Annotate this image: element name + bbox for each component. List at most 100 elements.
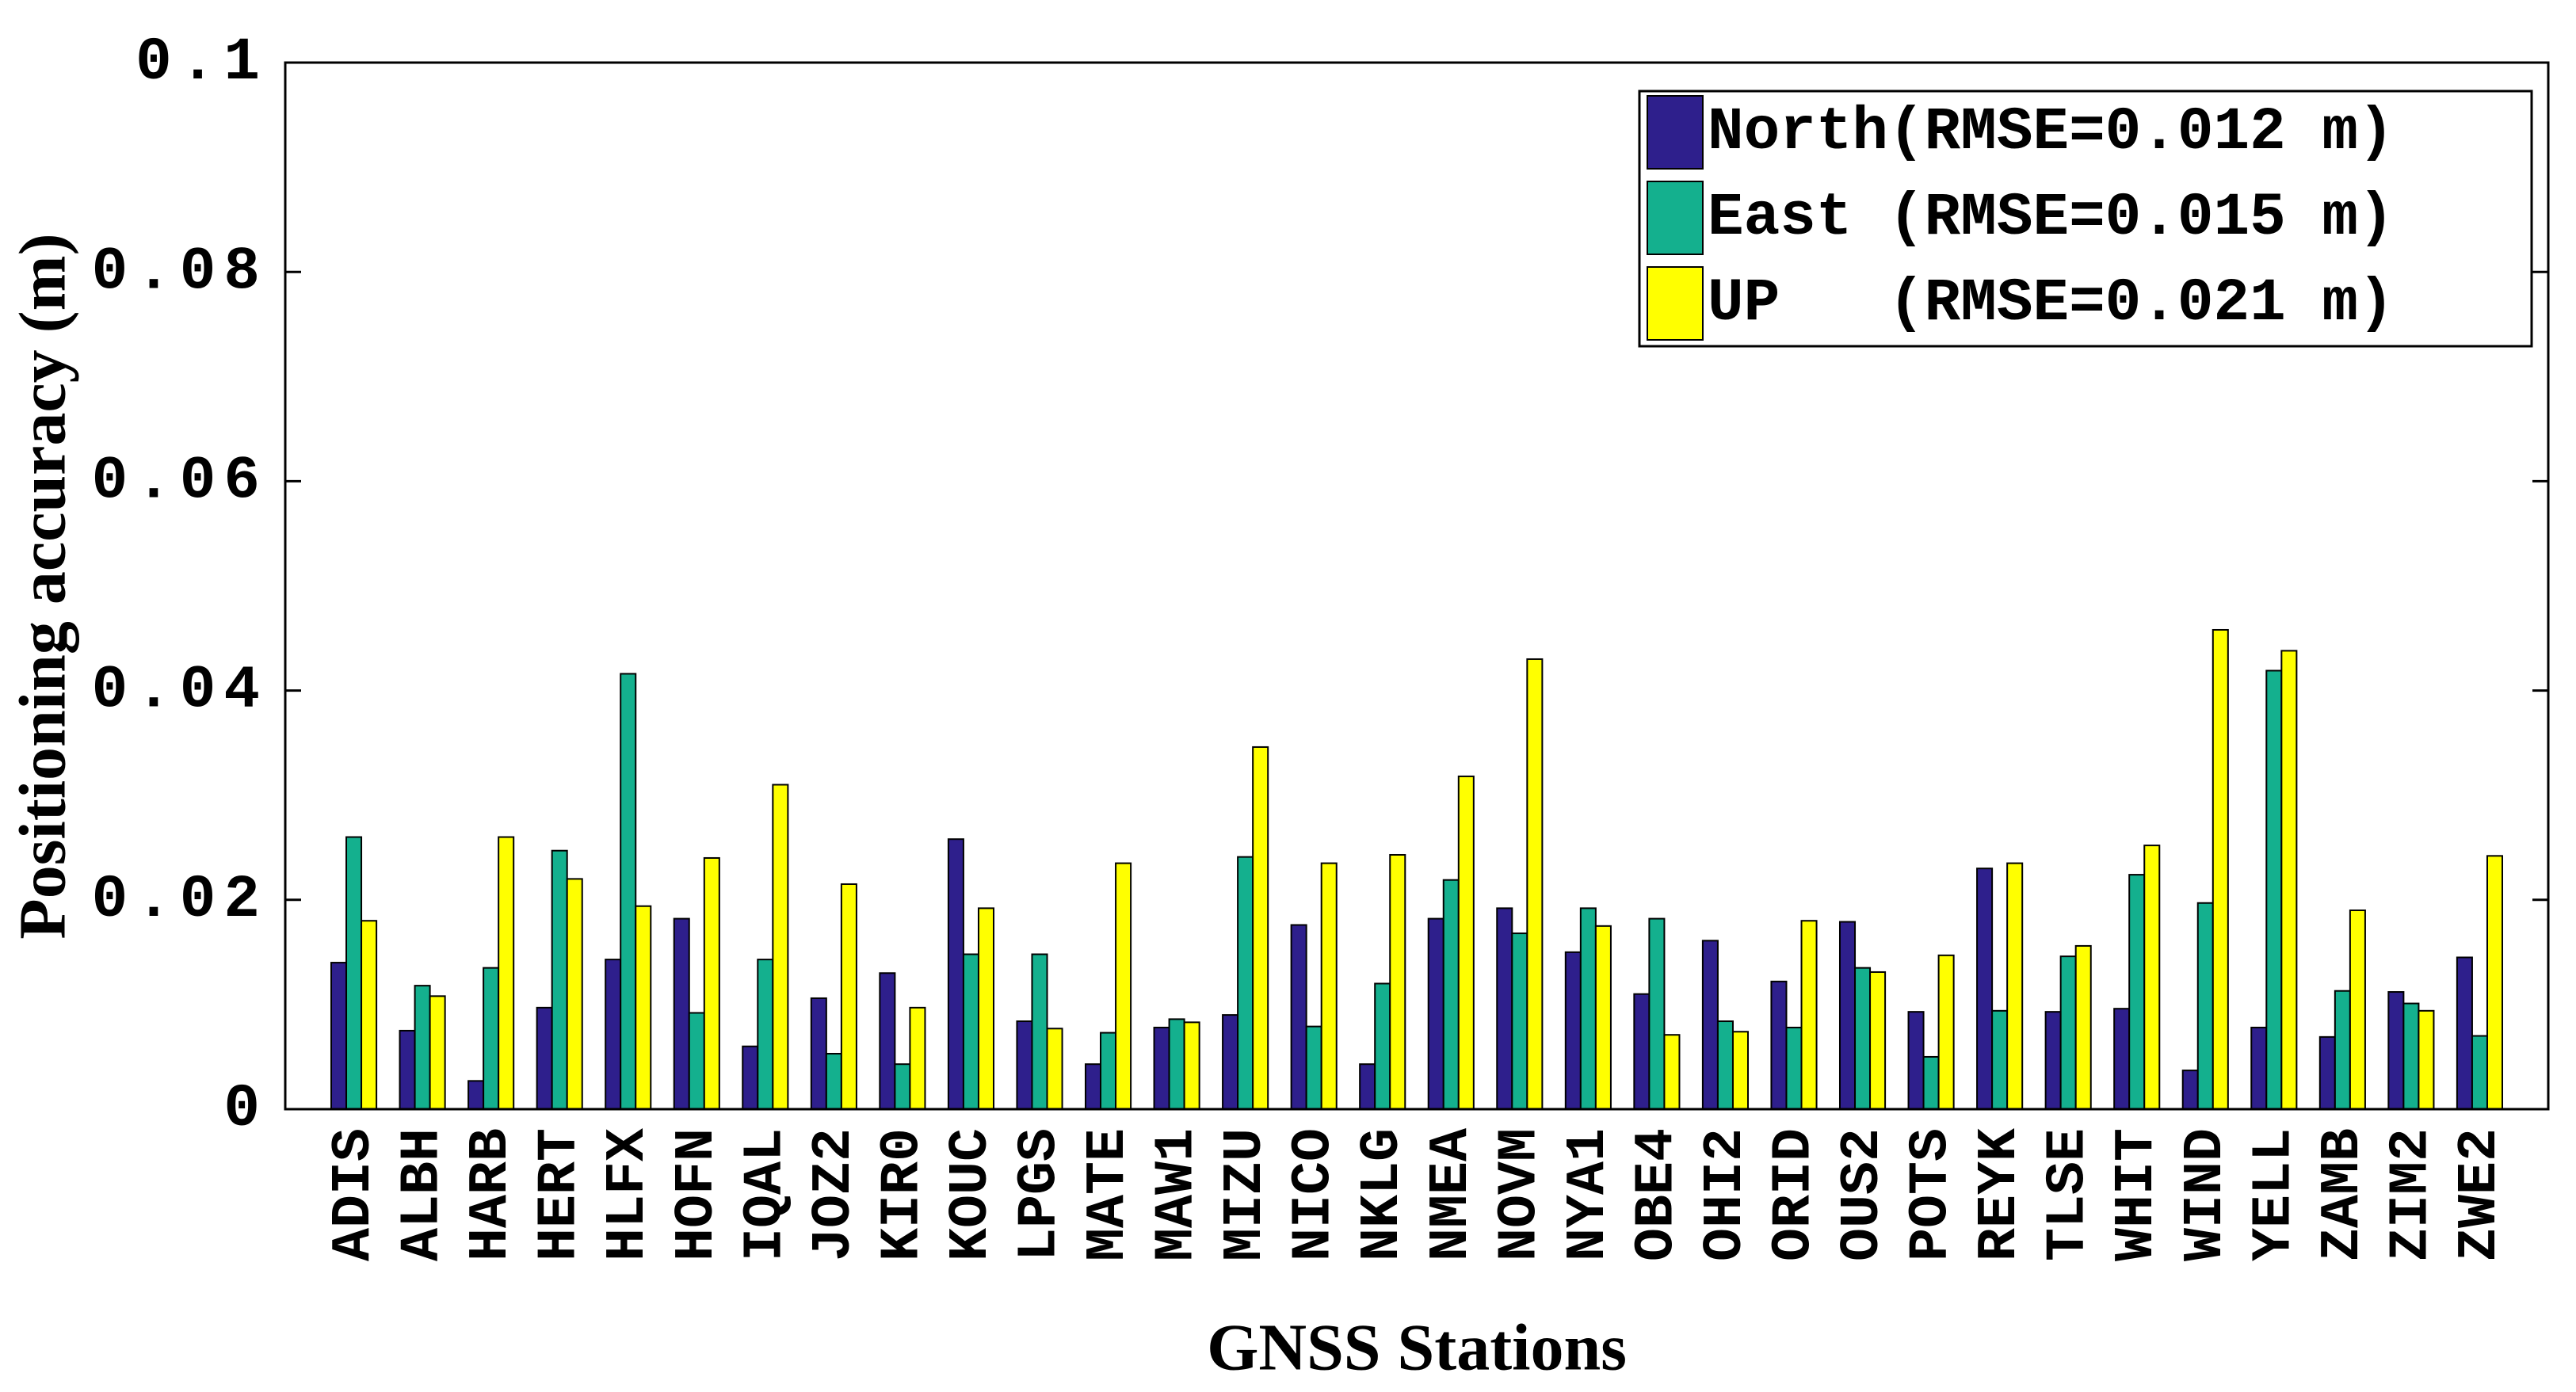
bar — [2334, 990, 2351, 1111]
bar — [1854, 967, 1872, 1111]
bar — [962, 953, 979, 1110]
x-tick-label: NMEA — [1421, 1128, 1483, 1261]
bar — [1115, 862, 1132, 1110]
bar — [688, 1012, 705, 1111]
y-tick-label: 0.1 — [135, 29, 268, 97]
legend-label: North(RMSE=0.012 m) — [1708, 98, 2395, 166]
bar — [566, 878, 583, 1110]
bar — [977, 907, 995, 1111]
x-tick-label: OHI2 — [1695, 1128, 1757, 1261]
legend-label: UP (RMSE=0.021 m) — [1708, 269, 2395, 338]
bar — [2349, 910, 2366, 1111]
bar — [2044, 1011, 2062, 1110]
bar — [467, 1080, 485, 1111]
bar — [1168, 1018, 1185, 1111]
bar — [825, 1052, 842, 1111]
bar — [620, 673, 637, 1110]
bar — [1511, 932, 1528, 1111]
bar — [2250, 1026, 2268, 1111]
bar — [1442, 879, 1460, 1111]
x-tick-label: ALBH — [392, 1128, 455, 1261]
y-tick-label: 0 — [223, 1075, 268, 1143]
y-tick-label: 0.02 — [92, 866, 268, 934]
bar — [1016, 1020, 1033, 1111]
bar — [2418, 1009, 2435, 1111]
x-tick-label: WHIT — [2106, 1128, 2169, 1261]
x-tick-label: NKLG — [1352, 1128, 1414, 1261]
x-tick-label: HLFX — [597, 1128, 660, 1261]
bar — [1648, 917, 1666, 1110]
bar — [909, 1006, 926, 1111]
x-tick-label: OUS2 — [1832, 1128, 1895, 1261]
x-tick-label: ORID — [1763, 1128, 1826, 1261]
bar — [330, 962, 348, 1111]
bar — [1389, 853, 1406, 1110]
bar — [840, 883, 857, 1110]
x-tick-label: HOFN — [666, 1128, 729, 1261]
bar — [536, 1006, 553, 1111]
x-tick-label: ZWE2 — [2449, 1128, 2512, 1261]
bar — [1594, 925, 1612, 1110]
bar — [1359, 1063, 1376, 1111]
plot-frame — [284, 61, 2550, 1111]
legend-box — [1638, 90, 2533, 348]
bar — [2074, 944, 2092, 1110]
bar — [2265, 669, 2283, 1110]
y-tick-label: 0.06 — [92, 447, 268, 515]
x-tick-label: KOUC — [941, 1128, 1003, 1261]
bar — [2402, 1002, 2420, 1110]
bar — [2486, 855, 2504, 1110]
x-tick-label: JOZ2 — [803, 1128, 866, 1261]
bar — [1320, 862, 1338, 1110]
bar — [1838, 921, 1857, 1111]
bar — [1305, 1025, 1322, 1110]
bar — [1222, 1014, 1239, 1110]
bar — [1084, 1063, 1102, 1111]
bar — [2113, 1008, 2131, 1110]
bar — [483, 967, 500, 1111]
x-tick-label: MATE — [1078, 1128, 1140, 1261]
bar — [361, 920, 378, 1110]
x-tick-label: NICO — [1284, 1128, 1346, 1261]
bar — [1800, 920, 1818, 1110]
x-tick-label: HARB — [460, 1128, 523, 1261]
bar — [1991, 1009, 2009, 1111]
bar — [1526, 658, 1544, 1110]
bar — [1922, 1055, 1940, 1110]
bar — [1663, 1034, 1681, 1110]
bar — [2456, 956, 2473, 1110]
x-tick-label: IQAL — [735, 1128, 797, 1261]
bar — [399, 1029, 416, 1111]
bar — [1031, 953, 1048, 1110]
bar — [673, 917, 690, 1110]
x-tick-label: MIZU — [1215, 1128, 1277, 1261]
legend-swatch — [1647, 95, 1704, 170]
x-tick-label: POTS — [1901, 1128, 1963, 1261]
bar — [1427, 917, 1444, 1110]
bar — [2318, 1035, 2336, 1110]
x-tick-label: KIR0 — [872, 1128, 934, 1261]
bar — [2387, 991, 2405, 1110]
bar — [1716, 1020, 1734, 1111]
bar — [2181, 1070, 2199, 1111]
bar — [757, 959, 774, 1111]
x-tick-label: HERT — [529, 1128, 592, 1261]
y-tick-label: 0.04 — [92, 657, 268, 725]
bar — [894, 1063, 911, 1111]
bar — [1579, 907, 1597, 1111]
bar — [772, 784, 789, 1110]
bar — [742, 1045, 759, 1110]
bar — [345, 836, 363, 1111]
bar — [1457, 775, 1475, 1110]
y-tick-label: 0.08 — [92, 238, 268, 306]
bar — [551, 849, 568, 1110]
bar — [2143, 845, 2161, 1111]
bar — [2212, 628, 2229, 1110]
bar — [1374, 982, 1391, 1110]
bar — [947, 838, 964, 1110]
x-tick-label: NYA1 — [1558, 1128, 1620, 1261]
bar — [879, 972, 896, 1111]
bar — [703, 856, 720, 1110]
bar — [1046, 1028, 1063, 1110]
